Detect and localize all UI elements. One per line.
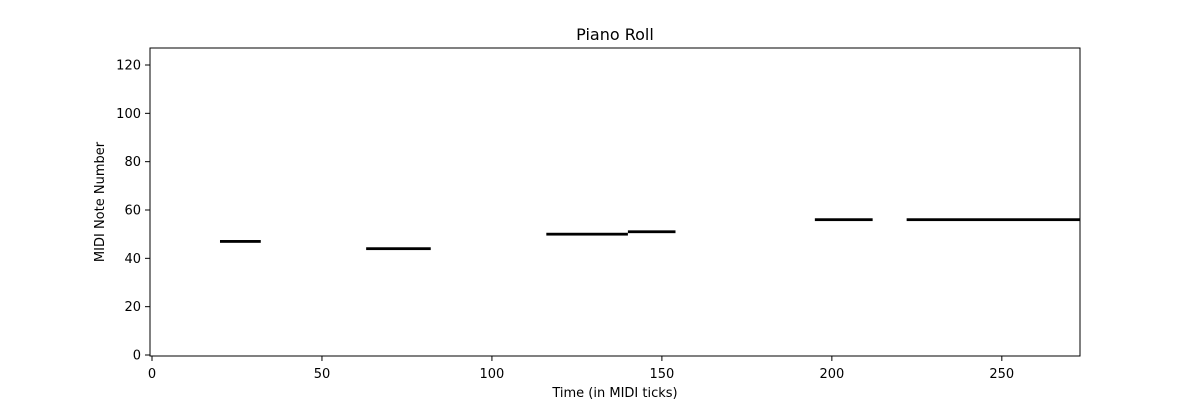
y-tick-label: 60 [124,204,141,219]
x-tick-label: 50 [314,367,331,382]
note-bar-6 [906,218,1080,222]
y-tick-label: 0 [133,349,141,364]
x-tick-label: 100 [480,367,505,382]
x-tick-label: 0 [148,367,156,382]
plot-area-frame [149,47,1081,357]
note-bar-3 [546,232,628,236]
note-bar-5 [814,218,873,222]
x-tick-label: 250 [989,367,1014,382]
y-tick-label: 120 [116,59,141,74]
x-tick-label: 150 [649,367,674,382]
y-tick-label: 100 [116,107,141,122]
notes-layer [219,218,1080,251]
x-axis-label: Time (in MIDI ticks) [551,386,677,400]
note-bar-4 [627,230,676,234]
x-axis-ticks: 0 50 100 150 200 250 [148,356,1014,382]
note-bar-1 [219,240,261,243]
y-tick-label: 20 [124,300,141,315]
y-axis-label: MIDI Note Number [93,141,108,262]
y-tick-label: 80 [124,155,141,170]
chart-title: Piano Roll [576,25,654,44]
x-tick-label: 200 [819,367,844,382]
y-tick-label: 40 [124,252,141,267]
note-bar-2 [366,247,431,251]
y-axis-ticks: 0 20 40 60 80 100 120 [116,59,150,364]
